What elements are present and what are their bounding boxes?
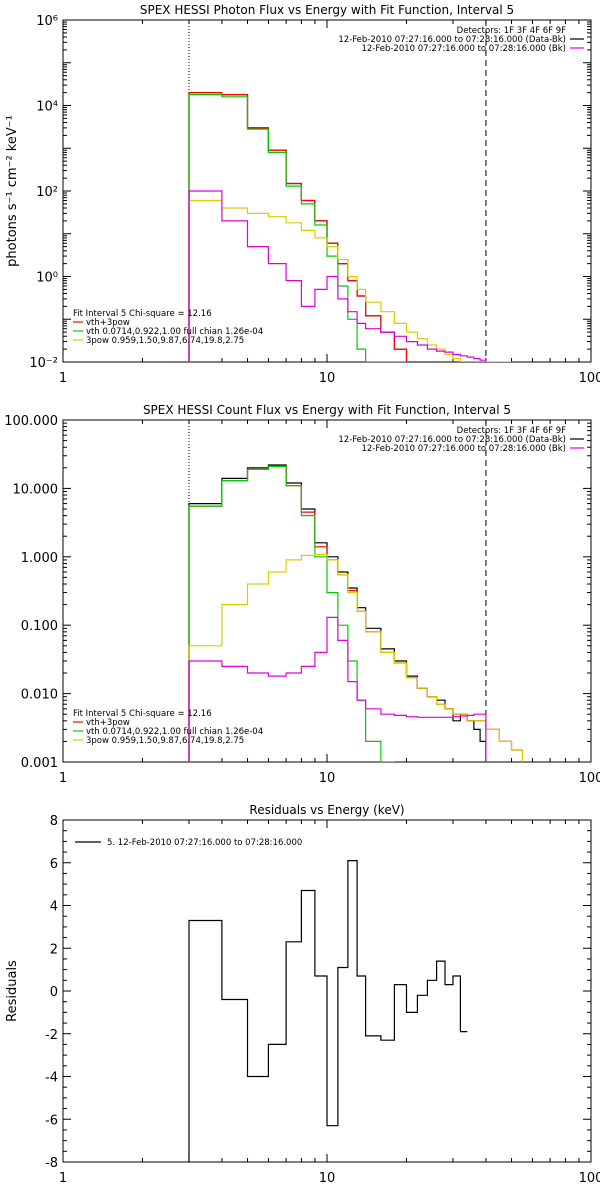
series-line-3 — [188, 94, 407, 362]
y-tick-label: 0.001 — [21, 756, 58, 771]
y-tick-label: 0 — [50, 985, 58, 1000]
x-tick-label: 1 — [59, 1171, 67, 1186]
series-line-1 — [188, 860, 468, 1162]
x-tick-label: 100 — [579, 1171, 600, 1186]
series-line-4 — [188, 553, 524, 762]
y-tick-label: 2 — [50, 942, 58, 957]
y-tick-label: 10² — [36, 185, 58, 200]
legend-entry: 5. 12-Feb-2010 07:27:16.000 to 07:28:16.… — [107, 838, 302, 848]
series-line-1 — [188, 92, 486, 362]
y-tick-label: 6 — [50, 857, 58, 872]
legend-entry: Fit Interval 5 Chi-square = 12.16 — [73, 709, 212, 719]
y-tick-label: 10⁻² — [29, 356, 58, 371]
series-line-2 — [188, 92, 486, 362]
legend-entry: vth+3pow — [86, 718, 130, 728]
y-tick-label: 10⁴ — [36, 100, 58, 115]
detector-header-line: 12-Feb-2010 07:27:16.000 to 07:28:16.000… — [361, 44, 566, 54]
legend-entry: vth 0.0714,0.922,1.00 full chian 1.26e-0… — [86, 327, 263, 337]
legend-entry: 3pow 0.959,1.50,9.87,6.74,19.8,2.75 — [86, 736, 244, 746]
y-tick-label: 0.010 — [21, 688, 58, 703]
y-tick-label: 10.000 — [13, 482, 59, 497]
legend-entry: Fit Interval 5 Chi-square = 12.16 — [73, 309, 212, 319]
y-tick-label: 10⁶ — [36, 14, 58, 29]
x-tick-label: 10 — [319, 771, 336, 786]
y-tick-label: 1.000 — [21, 551, 58, 566]
y-axis-label: Residuals — [5, 960, 20, 1022]
chart-1: SPEX HESSI Photon Flux vs Energy with Fi… — [5, 3, 600, 386]
y-tick-label: 8 — [50, 814, 58, 829]
chart-2: SPEX HESSI Count Flux vs Energy with Fit… — [4, 403, 600, 786]
x-tick-label: 100 — [579, 771, 600, 786]
y-tick-label: 100.000 — [4, 414, 58, 429]
y-tick-label: 4 — [50, 900, 58, 915]
legend-entry: vth 0.0714,0.922,1.00 full chian 1.26e-0… — [86, 727, 263, 737]
series-line-4 — [188, 199, 512, 362]
chart-title: SPEX HESSI Photon Flux vs Energy with Fi… — [140, 3, 514, 17]
y-tick-label: 0.100 — [21, 619, 58, 634]
detector-header-line: 12-Feb-2010 07:27:16.000 to 07:28:16.000… — [361, 444, 566, 454]
chart-3: Residuals vs Energy (keV) 1 10 100 -8 -6 -4 -2 0… — [5, 803, 600, 1186]
detector-header-line: Detectors: 1F 3F 4F 6F 9F — [457, 26, 566, 36]
y-tick-label: -6 — [45, 1113, 58, 1128]
series-line-5 — [188, 190, 487, 362]
legend-entry: 3pow 0.959,1.50,9.87,6.74,19.8,2.75 — [86, 336, 244, 346]
x-tick-label: 1 — [59, 771, 67, 786]
chart-title: SPEX HESSI Count Flux vs Energy with Fit… — [143, 403, 511, 417]
detector-header-line: Detectors: 1F 3F 4F 6F 9F — [457, 426, 566, 436]
series-line-3 — [188, 465, 395, 762]
series-line-5 — [188, 616, 487, 762]
legend-entry: vth+3pow — [86, 318, 130, 328]
x-tick-label: 100 — [579, 371, 600, 386]
y-tick-label: -4 — [45, 1071, 58, 1086]
x-tick-label: 10 — [319, 371, 336, 386]
y-tick-label: -2 — [45, 1028, 58, 1043]
y-tick-label: -8 — [45, 1156, 58, 1171]
series-line-2 — [188, 465, 524, 762]
y-tick-label: 10⁰ — [36, 271, 58, 286]
detector-header-line: 12-Feb-2010 07:27:16.000 to 07:28:16.000… — [338, 435, 566, 445]
chart-title: Residuals vs Energy (keV) — [249, 803, 404, 817]
x-tick-label: 10 — [319, 1171, 336, 1186]
x-tick-label: 1 — [59, 371, 67, 386]
y-axis-label: photons s⁻¹ cm⁻² keV⁻¹ — [5, 115, 20, 267]
detector-header-line: 12-Feb-2010 07:27:16.000 to 07:28:16.000… — [338, 35, 566, 45]
